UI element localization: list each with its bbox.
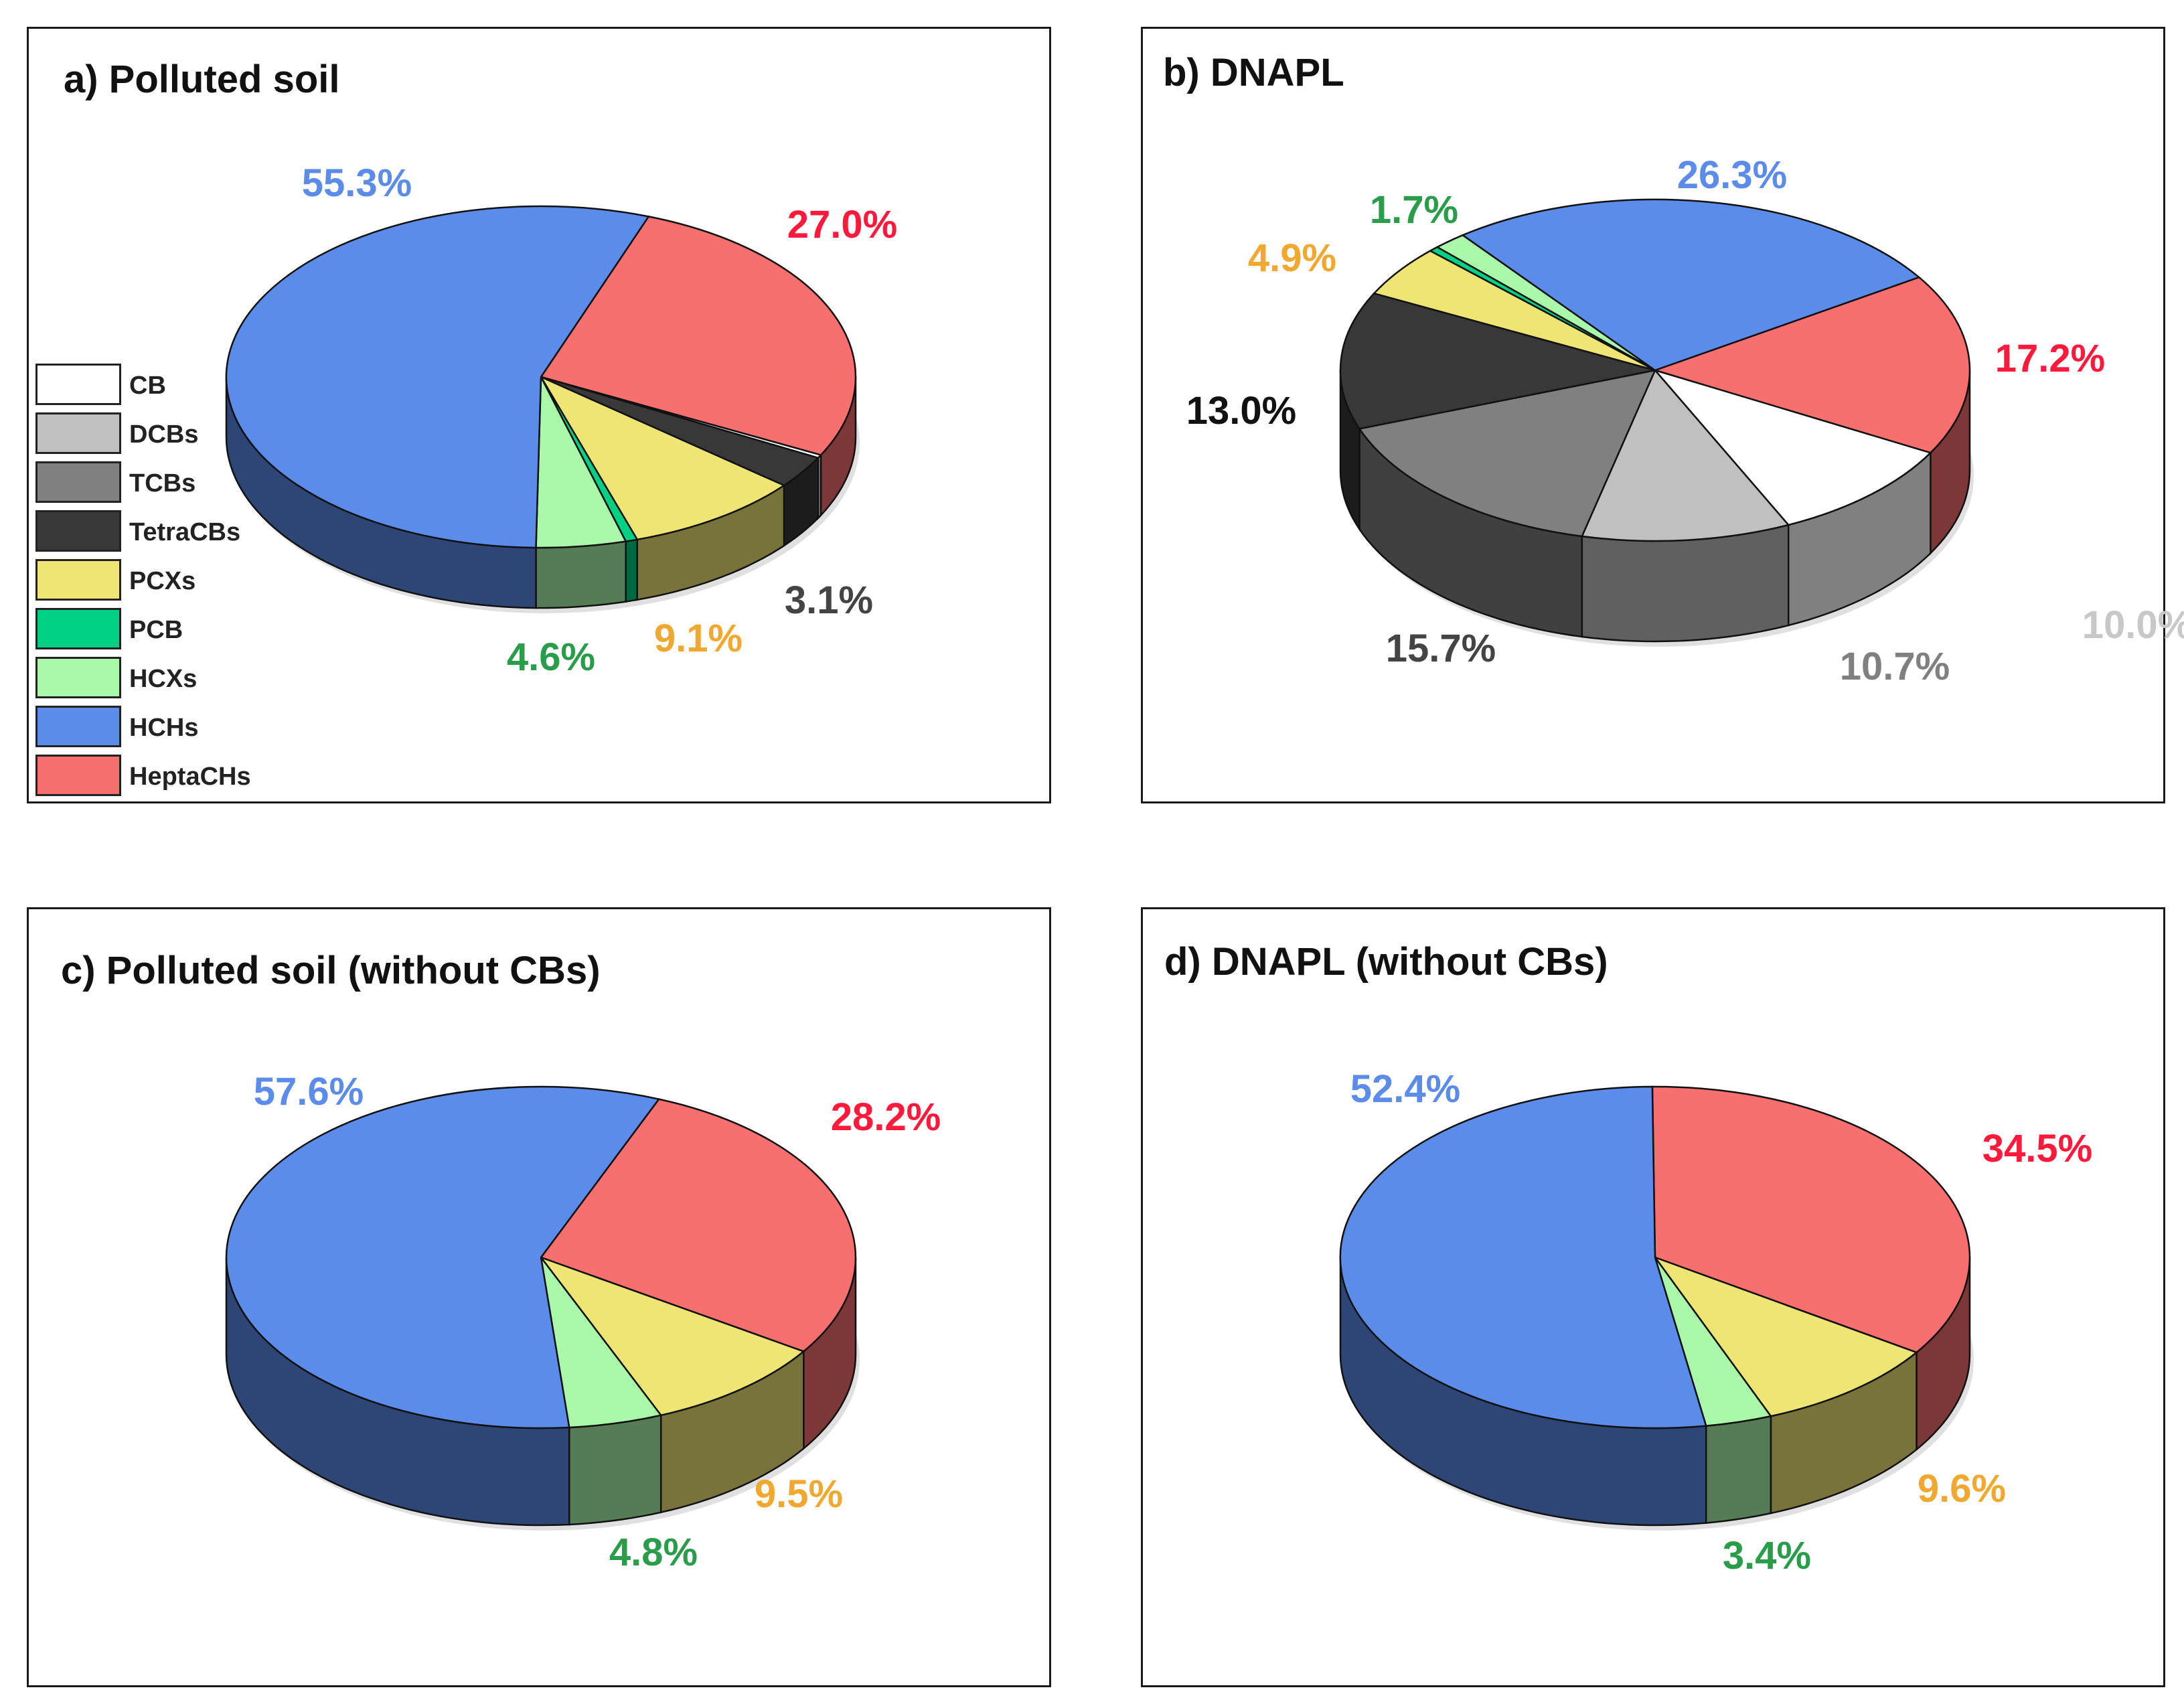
chart-title: c) Polluted soil (without CBs) xyxy=(61,949,601,992)
legend-item-heptachs: HeptaCHs xyxy=(35,755,303,799)
data-label-heptachs: 28.2% xyxy=(831,1095,941,1139)
pie-slice-pcxs xyxy=(538,375,786,541)
legend-swatch-pcb xyxy=(35,608,121,649)
chart-title: b) DNAPL xyxy=(1163,51,1344,94)
pie-side-hcxs xyxy=(1705,1415,1772,1524)
legend-item-pcxs: PCXs xyxy=(35,559,303,603)
legend-item-hcxs: HCXs xyxy=(35,657,303,701)
data-label-hchs: 26.3% xyxy=(1677,153,1787,197)
legend-swatch-hchs xyxy=(35,706,121,747)
pie-chart-polluted-soil: 27.0% 3.1% 9.1% 4.6% 55.3% xyxy=(225,161,897,679)
legend-label: TCBs xyxy=(129,469,196,497)
pie-slice-pcxs xyxy=(1652,1255,1919,1417)
chart-panel-polluted-soil-without-cbs: c) Polluted soil (without CBs) 28.2% 9.5%… xyxy=(27,907,1051,1687)
pie-slice-cb xyxy=(1652,368,1932,526)
legend-swatch-dcbs xyxy=(35,412,121,454)
pie-slice-hchs xyxy=(1339,1085,1707,1429)
pie-slice-pcxs xyxy=(1372,250,1656,372)
chart-panel-dnapl: b) DNAPL 17.2% 10.0% 10.7% 15.7% 13.0% 4.9% 1.… xyxy=(1141,27,2184,803)
pie-slice-heptachs xyxy=(1652,276,1971,454)
chart-title: d) DNAPL (without CBs) xyxy=(1164,940,1608,984)
legend-label: HeptaCHs xyxy=(129,763,251,791)
data-label-heptachs: 17.2% xyxy=(1995,337,2105,380)
pie-slice-heptachs xyxy=(539,1098,857,1352)
legend-label: PCXs xyxy=(129,567,196,595)
data-label-tcbs: 15.7% xyxy=(1386,627,1496,670)
data-label-pcxs: 9.5% xyxy=(755,1472,843,1516)
data-label-hcxs: 4.6% xyxy=(507,635,595,679)
legend-item-tcbs: TCBs xyxy=(35,461,303,506)
data-label-hchs: 57.6% xyxy=(254,1070,364,1113)
chart-panel-dnapl-without-cbs: d) DNAPL (without CBs) 34.5% 9.6% 3.4% 52.4… xyxy=(1141,907,2165,1687)
legend-swatch-heptachs xyxy=(35,755,121,796)
data-label-heptachs: 27.0% xyxy=(787,203,897,246)
legend-label: CB xyxy=(129,372,166,400)
legend-item-pcb: PCB xyxy=(35,608,303,652)
pie-slice-dcbs xyxy=(1580,368,1790,542)
chart-title: a) Polluted soil xyxy=(64,58,340,101)
pie-side-hcxs xyxy=(568,1414,662,1526)
chart-panel-polluted-soil: a) Polluted soil 27.0% 3.1% 9.1% 4.6% 55.3% … xyxy=(27,27,1051,803)
legend-item-tetracbs: TetraCBs xyxy=(35,510,303,554)
pie-side-pcb xyxy=(625,538,638,603)
pie-slice-pcxs xyxy=(538,1255,805,1417)
pie-side-dcbs xyxy=(1581,524,1790,643)
data-label-tetracbs: 13.0% xyxy=(1186,389,1296,433)
data-label-tetracbs: 3.1% xyxy=(785,578,873,622)
pie-chart-dnapl: 17.2% 10.0% 10.7% 15.7% 13.0% 4.9% 1.7% 26.3% xyxy=(1186,153,2184,688)
legend-swatch-cb xyxy=(35,364,121,405)
data-label-pcxs: 9.1% xyxy=(654,617,743,660)
pie-side-hcxs xyxy=(535,540,627,609)
legend-label: HCXs xyxy=(129,665,198,693)
pie-slice-tcbs xyxy=(1358,369,1657,538)
data-label-hcxs: 1.7% xyxy=(1370,188,1458,232)
data-label-pcxs: 9.6% xyxy=(1918,1467,2006,1510)
pie-chart-polluted-soil-without-cbs: 28.2% 9.5% 4.8% 57.6% xyxy=(225,1070,941,1574)
pie-slice-hchs xyxy=(1461,198,1921,372)
pie-chart-dnapl-without-cbs: 34.5% 9.6% 3.4% 52.4% xyxy=(1339,1067,2092,1577)
data-label-hcxs: 4.8% xyxy=(609,1531,698,1574)
pie-slice-heptachs xyxy=(1651,1085,1971,1354)
data-label-hchs: 55.3% xyxy=(302,161,412,205)
legend-label: TetraCBs xyxy=(129,518,241,546)
legend-label: PCB xyxy=(129,616,183,644)
legend-swatch-tcbs xyxy=(35,461,121,503)
pie-slice-hchs xyxy=(225,1085,661,1429)
pie-slice-tetracbs xyxy=(1339,292,1656,430)
data-label-dcbs: 10.7% xyxy=(1840,645,1950,688)
data-label-cb: 10.0% xyxy=(2082,603,2184,647)
pie-slice-heptachs xyxy=(539,216,857,457)
legend-item-cb: CB xyxy=(35,364,303,408)
data-label-pcxs: 4.9% xyxy=(1248,236,1336,280)
data-label-hchs: 52.4% xyxy=(1350,1067,1460,1111)
legend-swatch-hcxs xyxy=(35,657,121,698)
legend-swatch-tetracbs xyxy=(35,510,121,552)
data-label-heptachs: 34.5% xyxy=(1982,1127,2092,1170)
legend-item-dcbs: DCBs xyxy=(35,412,303,457)
legend-item-hchs: HCHs xyxy=(35,706,303,750)
legend-swatch-pcxs xyxy=(35,559,121,601)
legend-label: HCHs xyxy=(129,714,199,742)
pie-slice-hchs xyxy=(225,205,650,549)
data-label-hcxs: 3.4% xyxy=(1723,1534,1811,1577)
legend-label: DCBs xyxy=(129,420,199,449)
